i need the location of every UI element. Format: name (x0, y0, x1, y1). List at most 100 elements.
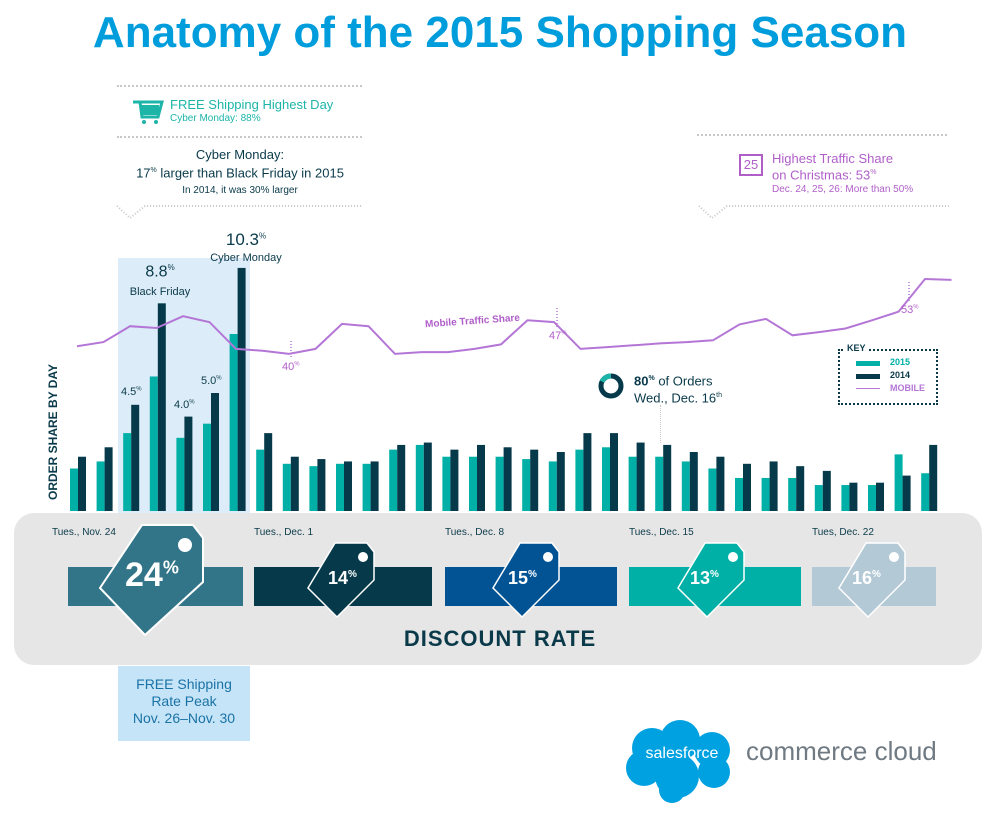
legend: KEY 2015 2014 MOBILE (838, 343, 938, 405)
bar-2014 (876, 482, 884, 511)
date-label-dec22: Tues, Dec. 22 (812, 527, 874, 538)
bar-2015 (229, 334, 238, 511)
bar-2014 (556, 452, 565, 511)
legend-swatch-2014 (856, 374, 880, 379)
mobile-traffic-line (76, 277, 952, 355)
bar-2014 (317, 459, 326, 511)
date-label-dec8: Tues., Dec. 8 (445, 527, 505, 538)
cyber-monday-label: Cyber Monday (210, 252, 282, 264)
m47-sup: % (561, 330, 567, 337)
shopping-cart-icon (132, 97, 164, 130)
orders-rest: of Orders (654, 373, 713, 389)
bar-2015 (495, 456, 504, 511)
rate1-sup: % (162, 557, 179, 578)
bar-2015 (894, 454, 903, 511)
bar-2014 (450, 449, 459, 511)
cm-num: 10.3 (225, 230, 259, 249)
a50-num: 5.0 (201, 375, 217, 387)
bar-2015 (176, 437, 185, 511)
cm-line3: In 2014, it was 30% larger (182, 185, 298, 197)
price-tag-icon (492, 542, 560, 619)
ct-sup: % (870, 169, 877, 176)
bar-2014 (663, 444, 672, 511)
mobile-ann-53: 53% (901, 304, 919, 316)
bar-2014 (716, 456, 725, 511)
callout-pointer (698, 205, 949, 220)
discount-rate-week2: 14% (328, 568, 357, 589)
cm-line2: 17% larger than Black Friday in 2015 (100, 163, 380, 181)
bar-2014 (743, 463, 751, 511)
orders-pointer (660, 405, 661, 443)
salesforce-cloud-logo (626, 720, 730, 803)
ct-line2: on Christmas: 53% (772, 166, 913, 182)
bf-num: 8.8 (145, 263, 168, 281)
bar-2014 (503, 447, 512, 511)
fsp-line3: Nov. 26–Nov. 30 (132, 710, 236, 726)
bar-2014 (157, 303, 166, 511)
orders-pct: 80 (634, 373, 649, 389)
rate5-sup: % (872, 569, 881, 580)
bar-2014 (290, 456, 299, 511)
bar-2014 (796, 466, 805, 511)
bar-2015 (282, 463, 291, 511)
bar-2015 (814, 485, 823, 511)
mobile-ann-40: 40% (282, 361, 300, 373)
cm-rest: larger than Black Friday in 2015 (156, 165, 344, 181)
legend-swatch-2015 (856, 361, 880, 366)
bar-2014 (636, 442, 645, 511)
bar-2015 (469, 456, 477, 511)
price-tag-icon (838, 542, 906, 619)
orders-line2: Wed., Dec. 16th (634, 388, 722, 406)
ct-line2-text: on Christmas: 53 (772, 167, 871, 183)
rate4-sup: % (710, 569, 719, 580)
legend-swatch-mobile (856, 388, 880, 389)
brand-product-text: commerce cloud (746, 736, 937, 766)
bar-2015 (522, 459, 531, 511)
bar-2015 (336, 463, 344, 511)
bar-2014 (131, 404, 140, 511)
divider (697, 134, 947, 136)
discount-rate-week4: 13% (690, 568, 719, 589)
bar-2015 (735, 477, 743, 511)
discount-rate-week3: 15% (508, 568, 537, 589)
bar-2014 (477, 444, 485, 511)
bar-2015 (628, 456, 637, 511)
bar-2015 (149, 376, 158, 511)
divider (117, 136, 362, 138)
bar-2015 (123, 433, 132, 511)
rate3: 15 (508, 568, 529, 588)
bar-2015 (96, 461, 105, 511)
discount-rate-title: DISCOUNT RATE (403, 626, 597, 651)
bar-2015 (841, 485, 850, 511)
rate1: 24 (125, 556, 163, 594)
bar-2015 (362, 463, 371, 511)
cyber-monday-value: 10.3% (206, 230, 286, 250)
cm-line1: Cyber Monday: (195, 147, 285, 162)
a50-sup: % (216, 375, 222, 382)
bar-ann-4-0: 4.0% (174, 399, 195, 411)
bar-2015 (602, 447, 610, 511)
date-label-dec15: Tues., Dec. 15 (629, 527, 694, 538)
bar-2015 (309, 466, 318, 511)
bar-2014 (849, 482, 858, 511)
legend-label-2015: 2015 (890, 357, 911, 367)
orders-date: Wed., Dec. 16 (634, 390, 717, 406)
black-friday-value: 8.8% (130, 263, 190, 281)
orders-donut-icon (598, 373, 624, 399)
bar-2015 (389, 449, 398, 511)
bar-2014 (822, 470, 831, 511)
divider (117, 85, 362, 87)
bar-2015 (70, 468, 78, 511)
bar-2015 (921, 473, 930, 511)
a45-sup: % (136, 386, 142, 393)
m53-num: 53 (901, 304, 914, 316)
bar-2015 (575, 449, 584, 511)
mobile-ann-47: 47% (549, 330, 567, 342)
bar-ann-5-0: 5.0% (201, 375, 222, 387)
bar-2014 (237, 267, 246, 511)
bar-2014 (769, 461, 778, 511)
rate3-sup: % (528, 569, 537, 580)
calendar-icon: 25 (739, 154, 763, 176)
page-title: Anatomy of the 2015 Shopping Season (92, 8, 908, 57)
